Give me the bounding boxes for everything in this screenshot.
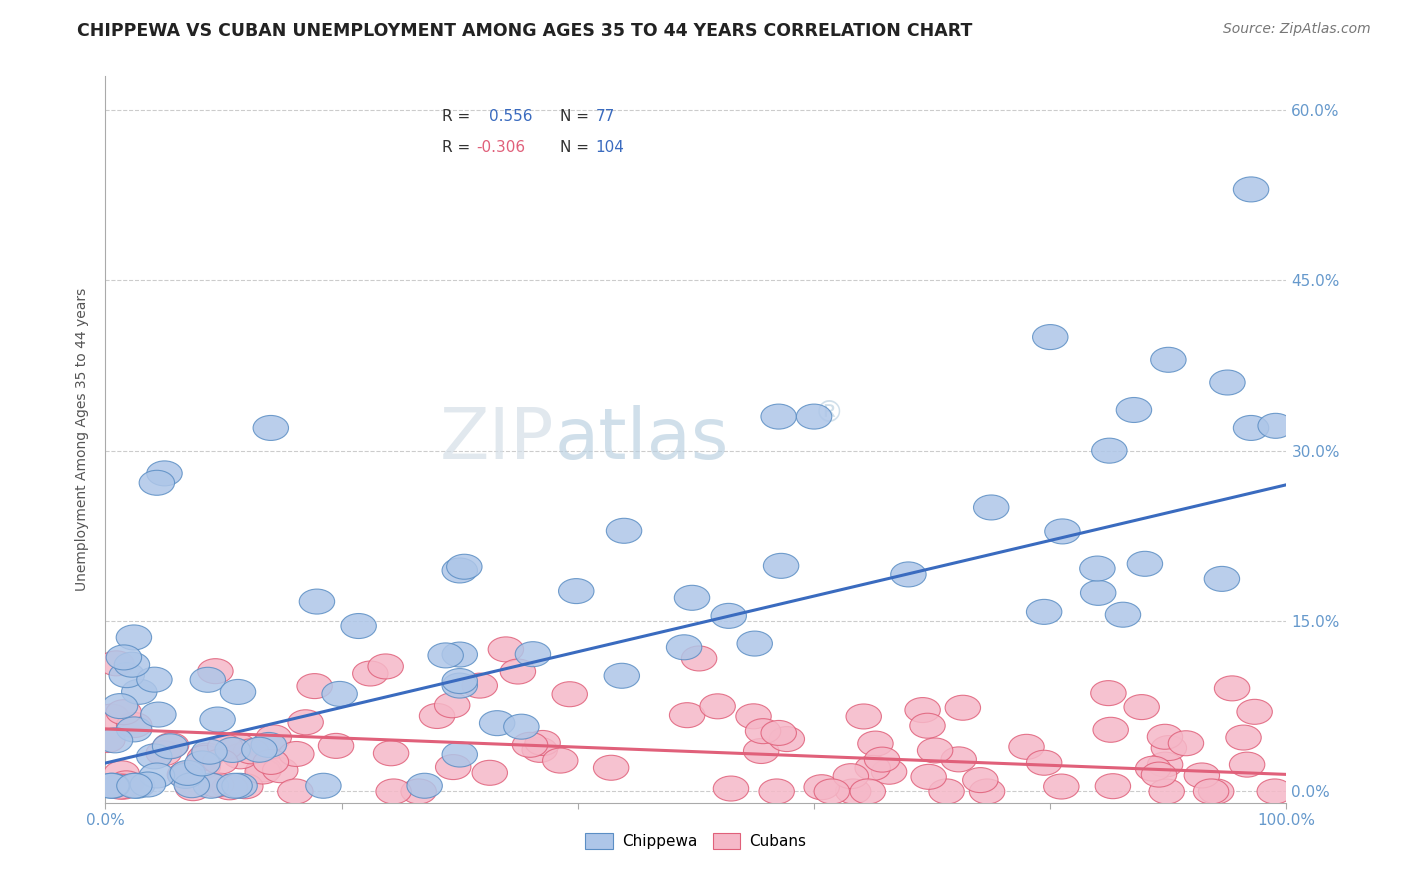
Text: 77: 77: [596, 109, 614, 123]
Text: N =: N =: [560, 140, 593, 155]
Text: R =: R =: [441, 140, 475, 155]
Text: N =: N =: [560, 109, 599, 123]
Text: 0.556: 0.556: [489, 109, 533, 123]
Text: atlas: atlas: [554, 405, 728, 474]
Text: ZIP: ZIP: [440, 405, 554, 474]
Legend: Chippewa, Cubans: Chippewa, Cubans: [578, 826, 814, 857]
Y-axis label: Unemployment Among Ages 35 to 44 years: Unemployment Among Ages 35 to 44 years: [76, 288, 90, 591]
Text: ®: ®: [814, 400, 845, 428]
Text: Source: ZipAtlas.com: Source: ZipAtlas.com: [1223, 22, 1371, 37]
Text: 104: 104: [596, 140, 624, 155]
Text: -0.306: -0.306: [477, 140, 526, 155]
Text: CHIPPEWA VS CUBAN UNEMPLOYMENT AMONG AGES 35 TO 44 YEARS CORRELATION CHART: CHIPPEWA VS CUBAN UNEMPLOYMENT AMONG AGE…: [77, 22, 973, 40]
Text: R =: R =: [441, 109, 479, 123]
